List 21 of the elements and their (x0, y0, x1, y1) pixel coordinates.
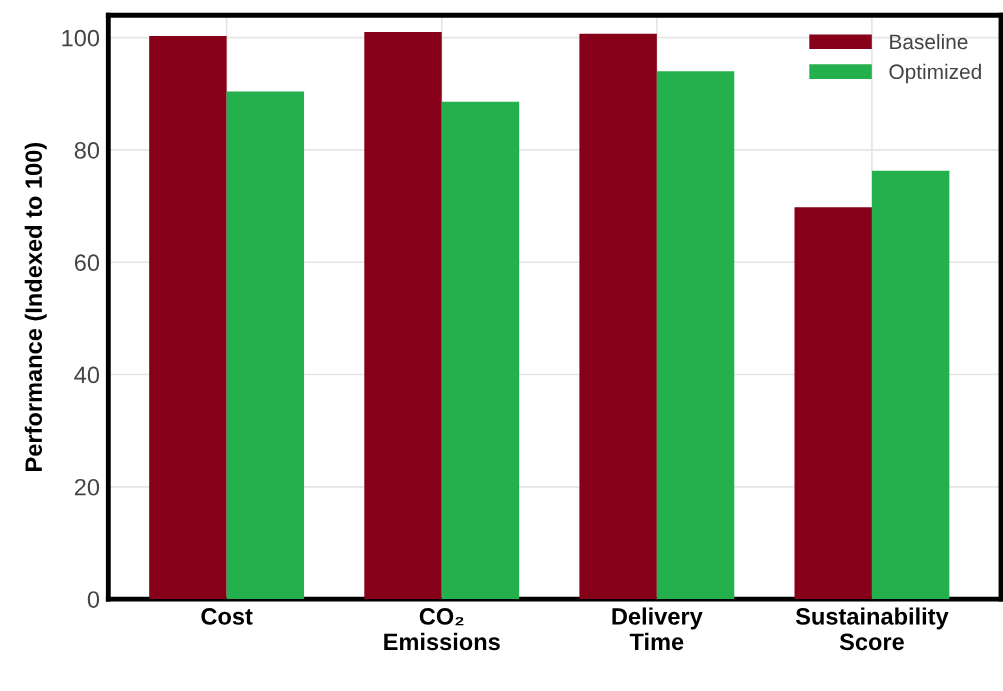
y-tick-label: 0 (87, 591, 100, 608)
y-tick-label: 20 (74, 478, 100, 496)
x-tick-label: Cost (201, 608, 253, 625)
y-tick-label: 80 (74, 142, 100, 159)
bar (656, 71, 735, 600)
y-tick-label: 60 (74, 254, 100, 272)
y-tick-label: 100 (62, 29, 100, 47)
bar (579, 33, 657, 600)
bar (364, 32, 442, 600)
legend-label: Optimized (889, 63, 981, 84)
legend-label: Baseline (890, 33, 968, 50)
bar (149, 35, 227, 600)
bar (226, 91, 305, 600)
x-tick-label: Delivery Time (612, 607, 703, 651)
bar (871, 170, 950, 600)
x-tick-label: Sustainability Score (795, 607, 949, 651)
x-tick-label: CO₂ Emissions (384, 608, 500, 651)
y-axis-title: Performance (Indexed to 100) (24, 142, 47, 471)
bar (794, 207, 872, 600)
y-tick-label: 40 (74, 366, 100, 384)
bar (441, 101, 520, 600)
